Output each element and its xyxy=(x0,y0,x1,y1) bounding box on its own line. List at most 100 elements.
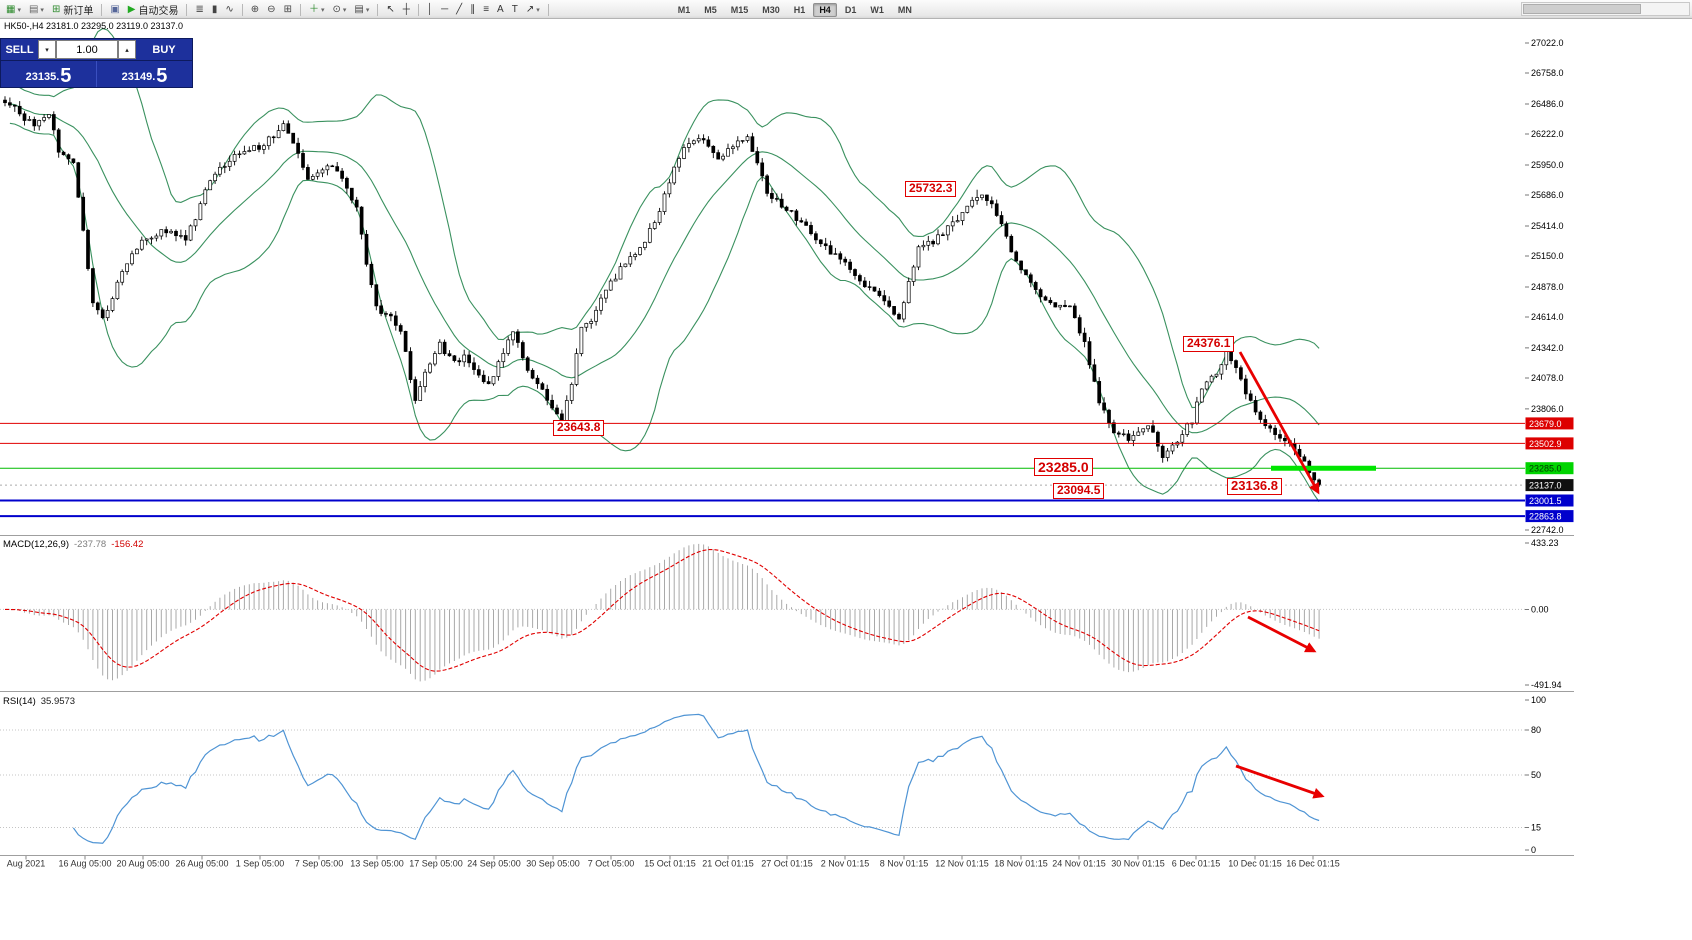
sell-button[interactable]: SELL xyxy=(5,43,34,56)
dropdown-caret-icon[interactable]: ▾ xyxy=(365,6,370,14)
price-callout-label[interactable]: 23285.0 xyxy=(1034,458,1093,477)
svg-text:16 Dec 01:15: 16 Dec 01:15 xyxy=(1286,859,1340,869)
svg-text:23502.9: 23502.9 xyxy=(1529,439,1562,449)
svg-text:25686.0: 25686.0 xyxy=(1531,190,1564,200)
rsi-plot[interactable] xyxy=(0,713,1525,844)
svg-text:23137.0: 23137.0 xyxy=(1529,481,1562,491)
cursor-button[interactable]: ↖ xyxy=(383,2,397,18)
volume-input[interactable] xyxy=(56,40,118,59)
svg-text:8 Nov 01:15: 8 Nov 01:15 xyxy=(880,859,929,869)
toolbar-separator xyxy=(299,3,301,16)
toolbar-separator xyxy=(377,3,379,16)
dropdown-caret-icon[interactable]: ▾ xyxy=(536,6,540,14)
sell-price[interactable]: 23135. 5 xyxy=(1,61,96,87)
svg-text:22742.0: 22742.0 xyxy=(1531,525,1564,535)
macd-name: MACD(12,26,9) xyxy=(3,539,69,550)
timeframe-mn-button[interactable]: MN xyxy=(897,4,912,15)
zoom-out-button[interactable]: ⊖ xyxy=(264,2,278,18)
line-chart-button[interactable]: ∿ xyxy=(222,2,236,18)
volume-down-button[interactable]: ▾ xyxy=(38,40,56,59)
toolbar-separator xyxy=(101,3,103,16)
price-callout-label[interactable]: 23094.5 xyxy=(1053,483,1105,499)
timeframe-m1-button[interactable]: M1 xyxy=(677,4,691,15)
dropdown-caret-icon[interactable]: ▾ xyxy=(320,6,325,14)
auto-trading-label: 自动交易 xyxy=(138,6,179,17)
chart-windows-button[interactable]: ▣ xyxy=(107,2,122,18)
indicators-button[interactable]: ＋ ▾ xyxy=(306,2,328,18)
scrollbar-thumb[interactable] xyxy=(1523,4,1641,14)
svg-text:17 Sep 05:00: 17 Sep 05:00 xyxy=(409,859,463,869)
price-callout-label[interactable]: 23136.8 xyxy=(1227,478,1282,495)
arrows-icon: ↗ xyxy=(525,3,535,15)
buy-price[interactable]: 23149. 5 xyxy=(96,61,192,87)
main-toolbar: ▦ ▾ ▤ ▾ ⊞ 新订单 ▣ ▶ 自动交易 ≣ ▮ ∿ ⊕ ⊖ ⊞ ＋ ▾ ⊙ ▾ ▤ ▾ ↖ ┼ │ ─ ╱ ∥ ≡ A T ↗ ▾ M1 M… xyxy=(0,0,1692,19)
svg-text:13 Sep 05:00: 13 Sep 05:00 xyxy=(350,859,404,869)
candlestick-chart-button[interactable]: ▮ xyxy=(209,2,221,18)
buy-button[interactable]: BUY xyxy=(152,43,176,56)
fibonacci-button[interactable]: ≡ xyxy=(480,2,492,18)
price-axis-tag xyxy=(1525,479,1574,492)
svg-text:7 Oct 05:00: 7 Oct 05:00 xyxy=(588,859,635,869)
bar-chart-button[interactable]: ≣ xyxy=(192,2,206,18)
equidistant-channel-icon: ∥ xyxy=(470,3,476,15)
svg-text:26486.0: 26486.0 xyxy=(1531,99,1564,109)
buy-price-big-digit: 5 xyxy=(156,65,168,87)
profiles-button[interactable]: ▤ ▾ xyxy=(26,2,47,18)
profiles-icon: ▤ xyxy=(28,3,39,15)
toolbar-separator xyxy=(547,3,549,16)
tile-windows-button[interactable]: ⊞ xyxy=(281,2,295,18)
macd-plot[interactable] xyxy=(0,543,1525,682)
dropdown-caret-icon[interactable]: ▾ xyxy=(342,6,347,14)
indicators-icon: ＋ xyxy=(308,3,319,15)
timeframe-h1-button[interactable]: H1 xyxy=(793,4,806,15)
timeframe-m5-button[interactable]: M5 xyxy=(704,4,717,15)
svg-text:30 Sep 05:00: 30 Sep 05:00 xyxy=(526,859,580,869)
svg-text:23679.0: 23679.0 xyxy=(1529,419,1562,429)
timeframe-m15-button[interactable]: M15 xyxy=(730,4,749,15)
sell-price-big-digit: 5 xyxy=(60,65,72,87)
new-chart-button[interactable]: ▦ ▾ xyxy=(3,2,24,18)
arrows-button[interactable]: ↗ ▾ xyxy=(523,2,543,18)
equidistant-channel-button[interactable]: ∥ xyxy=(467,2,478,18)
price-axis-tag xyxy=(1525,510,1574,523)
svg-text:26222.0: 26222.0 xyxy=(1531,129,1564,139)
rsi-indicator-label: RSI(14) 35.9573 xyxy=(3,696,75,707)
horizontal-scrollbar[interactable] xyxy=(1521,2,1690,16)
crosshair-icon: ┼ xyxy=(402,3,410,15)
price-callout-label[interactable]: 25732.3 xyxy=(905,181,957,197)
price-callout-label[interactable]: 24376.1 xyxy=(1183,336,1235,352)
vertical-line-button[interactable]: │ xyxy=(424,2,436,18)
timeframe-group: M1 M5 M15 M30 H1 H4 D1 W1 MN xyxy=(671,2,919,17)
volume-up-button[interactable]: ▴ xyxy=(118,40,136,59)
text-button[interactable]: A xyxy=(494,2,507,18)
zoom-out-icon: ⊖ xyxy=(267,3,276,15)
timeframe-w1-button[interactable]: W1 xyxy=(870,4,884,15)
buy-price-main: 23149. xyxy=(121,70,156,83)
svg-text:24878.0: 24878.0 xyxy=(1531,282,1564,292)
timeframe-m30-button[interactable]: M30 xyxy=(762,4,780,15)
zoom-in-icon: ⊕ xyxy=(250,3,260,15)
zoom-in-button[interactable]: ⊕ xyxy=(248,2,262,18)
new-order-button[interactable]: ⊞ 新订单 xyxy=(49,2,96,18)
auto-trading-button[interactable]: ▶ 自动交易 xyxy=(125,2,182,18)
templates-button[interactable]: ▤ ▾ xyxy=(351,2,372,18)
rsi-value: 35.9573 xyxy=(40,696,76,707)
timeframe-h4-button[interactable]: H4 xyxy=(813,2,837,17)
timeframe-d1-button[interactable]: D1 xyxy=(844,4,857,15)
price-callout-label[interactable]: 23643.8 xyxy=(553,420,605,436)
svg-text:30 Nov 01:15: 30 Nov 01:15 xyxy=(1111,859,1165,869)
trendline-button[interactable]: ╱ xyxy=(453,2,465,18)
dropdown-caret-icon[interactable]: ▾ xyxy=(17,6,21,14)
horizontal-line-button[interactable]: ─ xyxy=(438,2,451,18)
svg-text:23806.0: 23806.0 xyxy=(1531,404,1564,414)
macd-signal-line xyxy=(4,548,1320,672)
trade-controls-row: SELL ▾ ▴ BUY xyxy=(1,39,192,60)
dropdown-caret-icon[interactable]: ▾ xyxy=(40,6,44,14)
periods-button[interactable]: ⊙ ▾ xyxy=(329,2,349,18)
main-chart-plot[interactable] xyxy=(0,27,1525,518)
text-label-button[interactable]: T xyxy=(509,2,521,18)
price-trend-arrow xyxy=(1238,351,1320,495)
svg-text:80: 80 xyxy=(1531,725,1541,735)
crosshair-button[interactable]: ┼ xyxy=(400,2,413,18)
